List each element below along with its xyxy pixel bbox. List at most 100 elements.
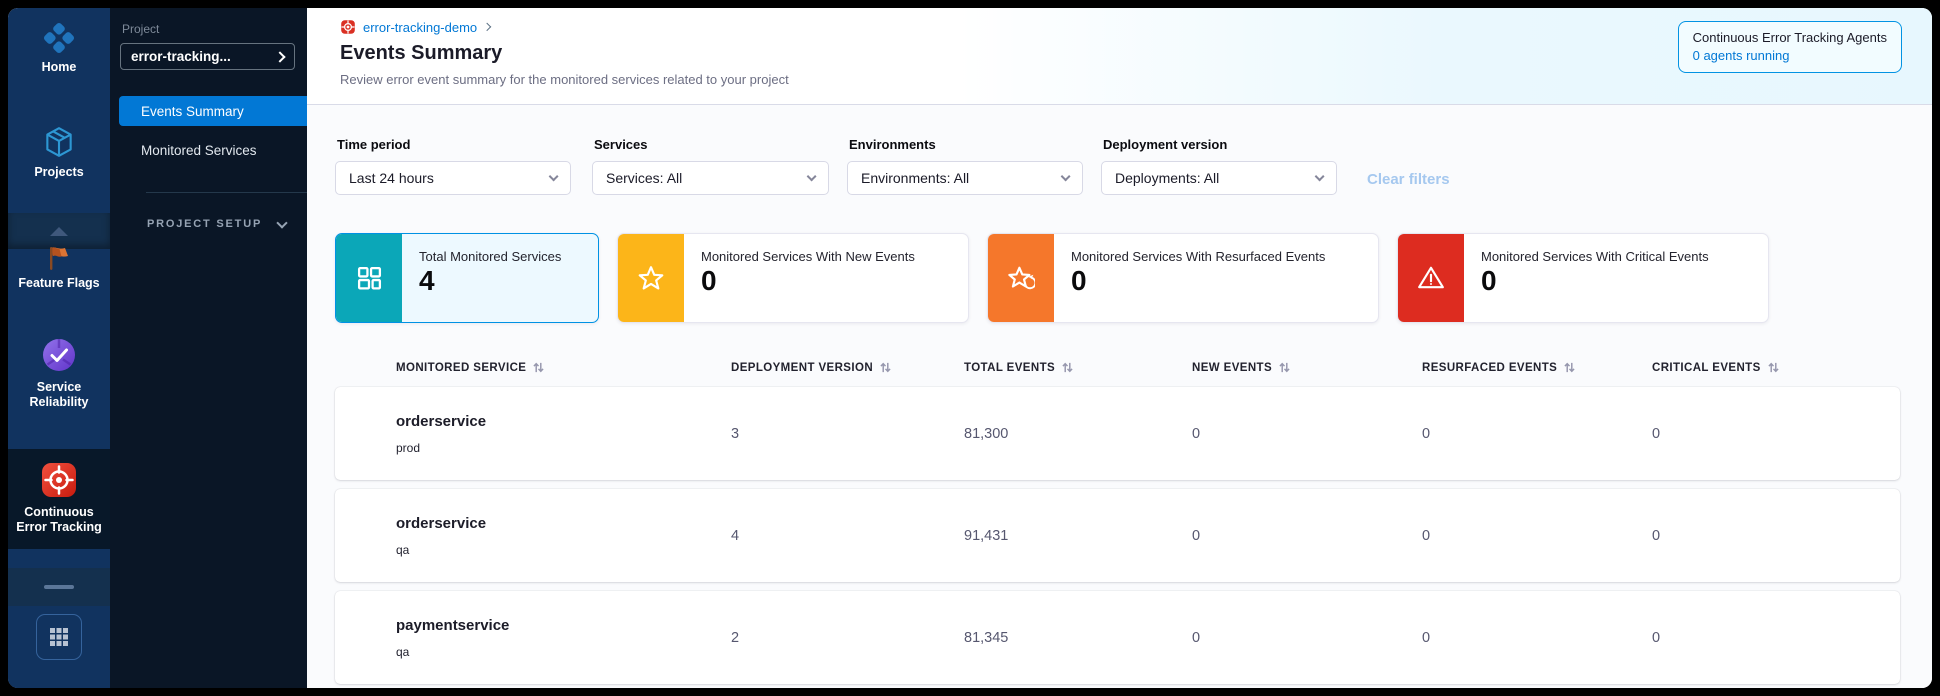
- card-value: 4: [419, 265, 435, 296]
- new-events-value: 0: [1192, 629, 1201, 646]
- sidebar-item-projects[interactable]: Projects: [8, 124, 110, 180]
- nav-item-events-summary[interactable]: Events Summary: [119, 96, 307, 126]
- error-tracking-target-icon: [42, 463, 76, 497]
- page-title: Events Summary: [340, 42, 503, 64]
- card-value: 0: [1071, 265, 1087, 296]
- column-header-deployment-version[interactable]: DEPLOYMENT VERSION: [731, 361, 964, 374]
- service-name: orderservice: [396, 412, 487, 430]
- column-header-resurfaced-events[interactable]: RESURFACED EVENTS: [1422, 361, 1652, 374]
- sort-icon: [1062, 362, 1073, 373]
- chevron-down-icon: [276, 216, 288, 229]
- clear-filters-button[interactable]: Clear filters: [1367, 171, 1450, 188]
- star-icon: [638, 266, 664, 290]
- sidebar-item-label: Home: [41, 60, 77, 74]
- rail-scroll-up[interactable]: [8, 213, 110, 249]
- services-dropdown[interactable]: Services: All: [592, 161, 829, 195]
- deployment-version-value: 2: [731, 629, 740, 646]
- resurfaced-events-value: 0: [1422, 527, 1431, 544]
- rail-bottom-section: [8, 606, 110, 688]
- column-header-critical-events[interactable]: CRITICAL EVENTS: [1652, 361, 1900, 374]
- events-table: MONITORED SERVICE DEPLOYMENT VERSION TOT…: [335, 361, 1900, 684]
- project-nav-panel: Project error-tracking... Events Summary…: [110, 8, 307, 688]
- sidebar-item-service-reliability[interactable]: Service Reliability: [8, 335, 110, 410]
- summary-cards: Total Monitored Services 4 Monitored Ser…: [335, 233, 1932, 323]
- star-refresh-icon: [1008, 266, 1035, 290]
- cube-icon: [46, 127, 72, 157]
- project-setup-toggle[interactable]: PROJECT SETUP: [110, 216, 307, 230]
- card-value: 0: [701, 265, 717, 296]
- card-resurfaced-events[interactable]: Monitored Services With Resurfaced Event…: [987, 233, 1379, 323]
- total-events-value: 81,345: [964, 629, 1009, 646]
- dropdown-value: Last 24 hours: [349, 170, 434, 186]
- nav-item-monitored-services[interactable]: Monitored Services: [119, 135, 307, 165]
- table-row[interactable]: paymentservice qa 2 81,345 0 0 0: [335, 591, 1900, 684]
- card-critical-events[interactable]: Monitored Services With Critical Events …: [1397, 233, 1769, 323]
- column-header-total-events[interactable]: TOTAL EVENTS: [964, 361, 1192, 374]
- chevron-right-icon: [482, 22, 492, 32]
- sort-icon: [880, 362, 891, 373]
- new-events-value: 0: [1192, 425, 1201, 442]
- sidebar-item-feature-flags[interactable]: Feature Flags: [8, 245, 110, 291]
- table-header-row: MONITORED SERVICE DEPLOYMENT VERSION TOT…: [335, 361, 1900, 374]
- breadcrumb: error-tracking-demo: [340, 19, 1932, 35]
- chevron-down-icon: [548, 171, 559, 182]
- grid-apps-icon: [50, 628, 68, 646]
- total-events-value: 81,300: [964, 425, 1009, 442]
- service-name: paymentservice: [396, 616, 510, 634]
- sort-icon: [533, 362, 544, 373]
- sidebar-item-home[interactable]: Home: [8, 8, 110, 75]
- error-tracking-target-icon: [341, 20, 355, 34]
- sidebar-item-label: Service Reliability: [29, 380, 89, 409]
- total-events-value: 91,431: [964, 527, 1009, 544]
- service-name: orderservice: [396, 514, 487, 532]
- card-total-monitored-services[interactable]: Total Monitored Services 4: [335, 233, 599, 323]
- deployments-dropdown[interactable]: Deployments: All: [1101, 161, 1337, 195]
- module-picker-button[interactable]: [36, 614, 82, 660]
- flag-icon: [50, 247, 68, 270]
- project-selector-value: error-tracking...: [131, 49, 231, 64]
- divider: [146, 192, 307, 193]
- card-label: Monitored Services With Critical Events: [1481, 249, 1709, 264]
- dropdown-value: Services: All: [606, 170, 683, 186]
- table-row[interactable]: orderservice prod 3 81,300 0 0 0: [335, 387, 1900, 480]
- sort-icon: [1564, 362, 1575, 373]
- critical-events-value: 0: [1652, 629, 1661, 646]
- agents-box-title: Continuous Error Tracking Agents: [1692, 30, 1887, 45]
- card-new-events[interactable]: Monitored Services With New Events 0: [617, 233, 969, 323]
- chevron-right-icon: [274, 50, 286, 63]
- new-events-value: 0: [1192, 527, 1201, 544]
- sidebar-item-label: Projects: [34, 165, 84, 179]
- environments-dropdown[interactable]: Environments: All: [847, 161, 1083, 195]
- critical-events-value: 0: [1652, 425, 1661, 442]
- project-selector[interactable]: error-tracking...: [120, 43, 295, 70]
- service-environment: qa: [396, 542, 410, 557]
- main-content: error-tracking-demo Events Summary Revie…: [307, 8, 1932, 688]
- nav-item-label: Events Summary: [141, 103, 244, 119]
- rail-scroll-down[interactable]: [8, 568, 110, 606]
- service-environment: qa: [396, 644, 410, 659]
- time-period-dropdown[interactable]: Last 24 hours: [335, 161, 571, 195]
- deployment-version-label: Deployment version: [1103, 137, 1228, 152]
- deployment-version-value: 3: [731, 425, 740, 442]
- chevron-down-icon: [1060, 171, 1071, 182]
- nav-item-label: Monitored Services: [141, 142, 257, 158]
- reliability-icon: [43, 339, 75, 371]
- breadcrumb-project-link[interactable]: error-tracking-demo: [363, 19, 478, 35]
- resurfaced-events-value: 0: [1422, 425, 1431, 442]
- sort-icon: [1768, 362, 1779, 373]
- services-label: Services: [594, 137, 648, 152]
- deployment-version-value: 4: [731, 527, 740, 544]
- scroll-down-dash-icon: [44, 585, 74, 589]
- table-row[interactable]: orderservice qa 4 91,431 0 0 0: [335, 489, 1900, 582]
- environments-label: Environments: [849, 137, 936, 152]
- sidebar-item-continuous-error-tracking[interactable]: Continuous Error Tracking: [8, 449, 110, 549]
- dropdown-value: Environments: All: [861, 170, 970, 186]
- agents-running-link[interactable]: 0 agents running: [1692, 48, 1790, 63]
- agents-status-box[interactable]: Continuous Error Tracking Agents 0 agent…: [1677, 21, 1902, 73]
- sidebar-item-label: Continuous Error Tracking: [16, 505, 102, 534]
- card-label: Monitored Services With New Events: [701, 249, 915, 264]
- resurfaced-events-value: 0: [1422, 629, 1431, 646]
- column-header-monitored-service[interactable]: MONITORED SERVICE: [396, 361, 731, 374]
- column-header-new-events[interactable]: NEW EVENTS: [1192, 361, 1422, 374]
- page-header: error-tracking-demo Events Summary Revie…: [307, 8, 1932, 105]
